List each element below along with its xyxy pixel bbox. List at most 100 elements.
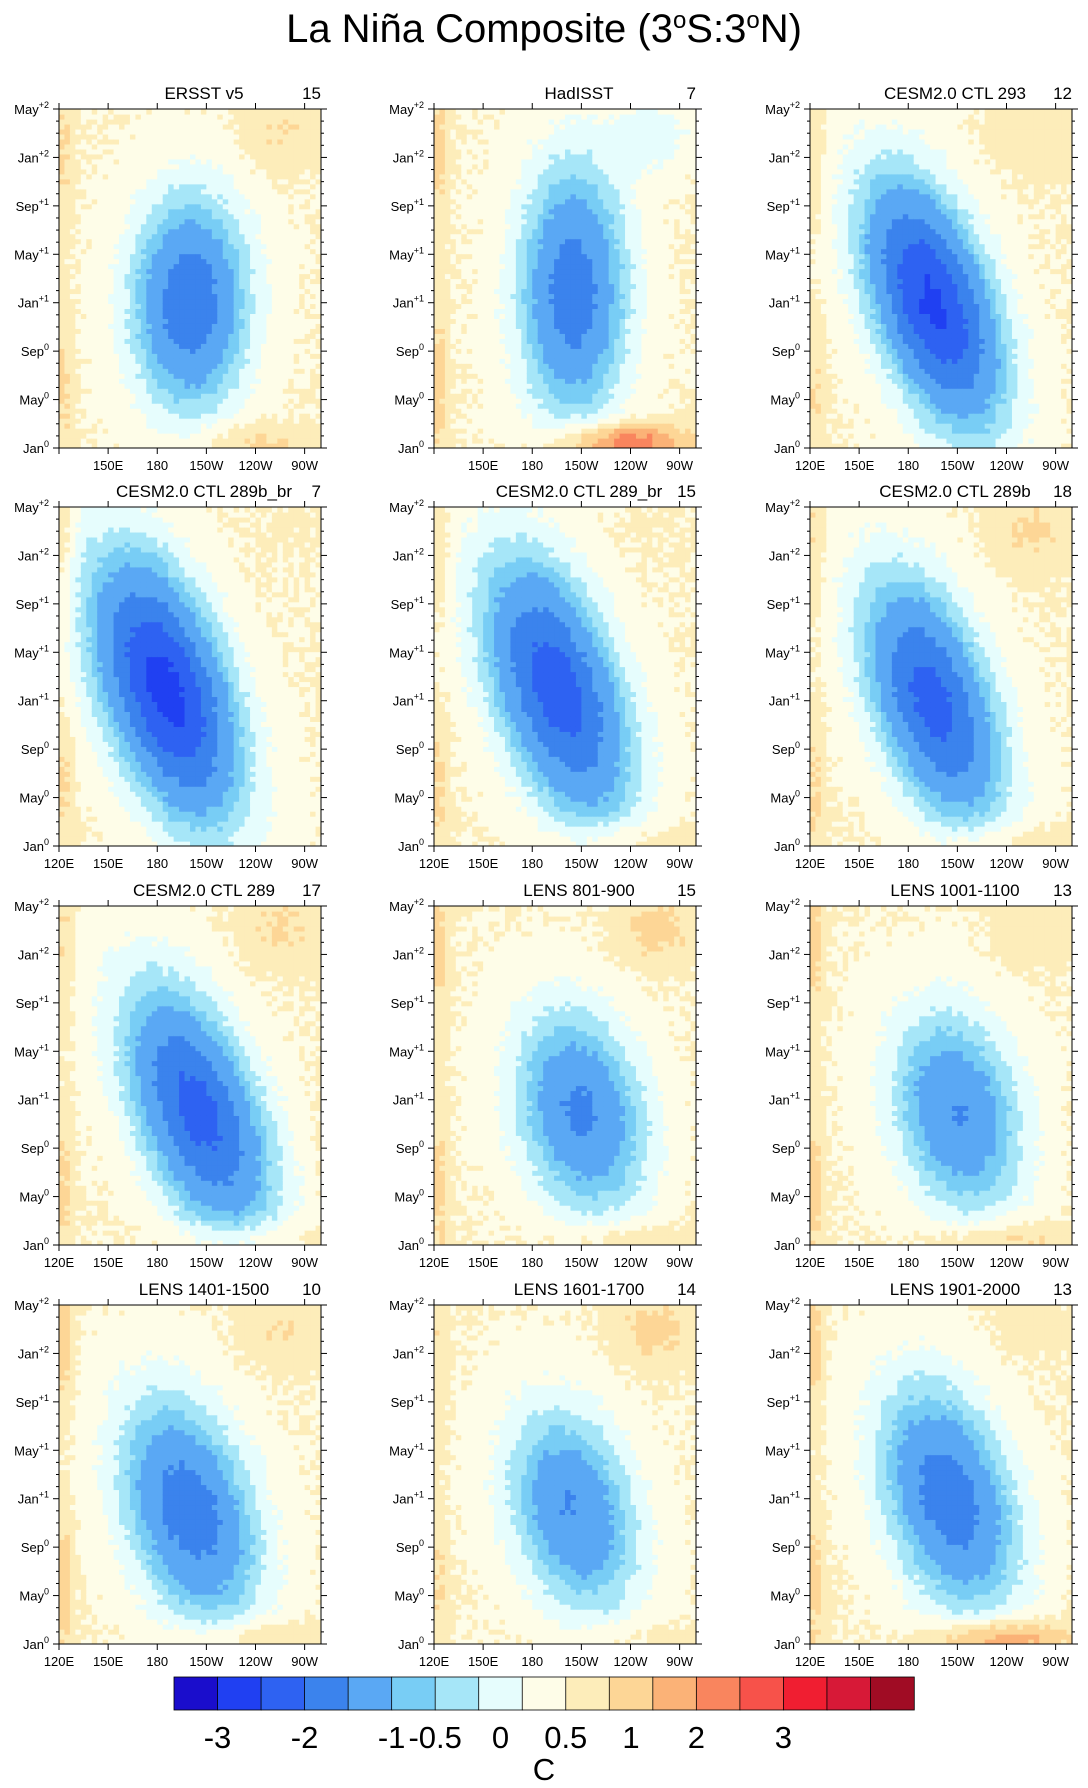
field-cell: [97, 403, 104, 409]
field-cell: [494, 158, 501, 165]
field-cell: [548, 338, 555, 344]
field-cell: [277, 268, 284, 275]
field-cell: [239, 378, 246, 384]
field-cell: [537, 233, 544, 240]
field-cell: [537, 298, 544, 305]
field-cell: [113, 138, 120, 145]
field-cell: [526, 193, 533, 200]
field-cell: [86, 368, 93, 374]
field-cell: [543, 193, 550, 200]
field-cell: [282, 328, 289, 334]
field-cell: [239, 178, 246, 185]
field-cell: [108, 298, 115, 305]
field-cell: [461, 253, 468, 260]
field-cell: [108, 308, 115, 314]
field-cell: [222, 283, 229, 290]
field-cell: [461, 248, 468, 255]
field-cell: [293, 273, 300, 280]
field-cell: [146, 428, 153, 434]
field-cell: [488, 233, 495, 240]
field-cell: [162, 428, 169, 434]
field-cell: [466, 378, 473, 384]
field-cell: [239, 109, 246, 115]
field-cell: [472, 348, 479, 354]
field-cell: [173, 208, 180, 215]
field-cell: [119, 273, 126, 280]
field-cell: [543, 168, 550, 175]
field-cell: [157, 138, 164, 145]
field-cell: [510, 163, 517, 170]
field-cell: [69, 343, 76, 349]
field-cell: [146, 198, 153, 205]
field-cell: [151, 278, 158, 285]
field-cell: [548, 378, 555, 384]
field-cell: [162, 198, 169, 205]
field-cell: [179, 358, 186, 364]
field-cell: [466, 278, 473, 285]
field-cell: [211, 298, 218, 305]
field-cell: [179, 123, 186, 130]
field-cell: [472, 243, 479, 250]
field-cell: [69, 318, 76, 324]
field-cell: [483, 128, 490, 135]
field-cell: [455, 208, 462, 215]
field-cell: [299, 418, 306, 424]
field-cell: [532, 148, 539, 155]
field-cell: [80, 213, 87, 220]
field-cell: [190, 158, 197, 165]
field-cell: [69, 333, 76, 339]
field-cell: [206, 308, 213, 314]
field-cell: [217, 343, 224, 349]
field-cell: [97, 118, 104, 125]
field-cell: [140, 298, 147, 305]
field-cell: [282, 268, 289, 275]
field-cell: [532, 363, 539, 369]
field-cell: [472, 118, 479, 125]
field-cell: [299, 183, 306, 190]
field-cell: [173, 233, 180, 240]
field-cell: [228, 358, 235, 364]
field-cell: [532, 423, 539, 429]
field-cell: [282, 178, 289, 185]
field-cell: [439, 428, 446, 434]
field-cell: [135, 263, 142, 270]
field-cell: [168, 263, 175, 270]
field-cell: [450, 188, 457, 195]
field-cell: [200, 403, 207, 409]
field-cell: [119, 268, 126, 275]
field-cell: [526, 203, 533, 210]
field-cell: [543, 283, 550, 290]
field-cell: [526, 353, 533, 359]
field-cell: [64, 343, 71, 349]
field-cell: [499, 168, 506, 175]
field-cell: [64, 353, 71, 359]
field-cell: [222, 348, 229, 354]
field-cell: [499, 258, 506, 265]
field-cell: [64, 443, 71, 448]
field-cell: [179, 323, 186, 329]
field-cell: [217, 318, 224, 324]
field-cell: [97, 148, 104, 155]
field-cell: [255, 278, 262, 285]
field-cell: [277, 198, 284, 205]
field-cell: [494, 388, 501, 394]
field-cell: [483, 113, 490, 120]
field-cell: [466, 443, 473, 448]
field-cell: [277, 109, 284, 115]
field-cell: [217, 383, 224, 389]
field-cell: [157, 388, 164, 394]
field-cell: [299, 423, 306, 429]
field-cell: [532, 228, 539, 235]
field-cell: [559, 408, 566, 414]
field-cell: [472, 388, 479, 394]
field-cell: [228, 193, 235, 200]
field-cell: [255, 283, 262, 290]
field-cell: [146, 443, 153, 448]
field-cell: [477, 418, 484, 424]
field-cell: [477, 358, 484, 364]
field-cell: [222, 118, 229, 125]
field-cell: [113, 238, 120, 245]
field-cell: [179, 343, 186, 349]
field-cell: [255, 363, 262, 369]
field-cell: [494, 343, 501, 349]
